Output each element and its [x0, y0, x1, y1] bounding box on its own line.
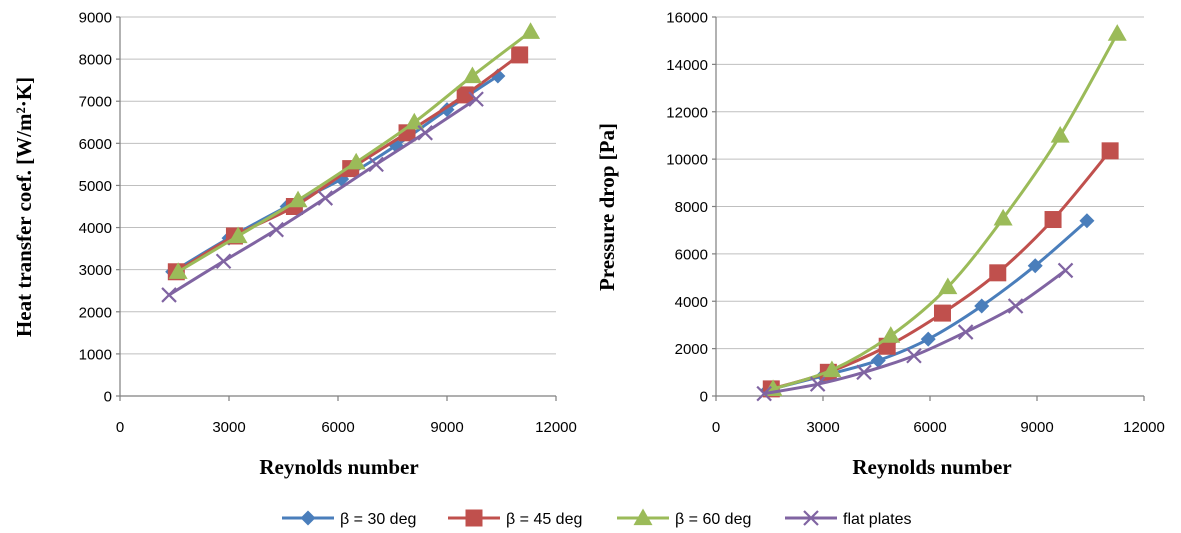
- chart-left-ytick-label: 5000: [79, 178, 112, 195]
- legend-marker: [633, 508, 653, 526]
- chart-left-data-point: [228, 226, 248, 244]
- chart-left-ytick-label: 6000: [79, 136, 112, 153]
- chart-right-series-line: [770, 149, 1112, 391]
- legend: β = 30 deg β = 45 deg β = 60 deg flat plate…: [282, 508, 911, 528]
- chart-left-data-point: [511, 46, 529, 64]
- chart-left-data-point: [521, 22, 541, 39]
- chart-right-data-point: [822, 360, 842, 378]
- chart-left-xtick-label: 9000: [430, 419, 463, 436]
- chart-right-data-point: [881, 326, 901, 343]
- chart-left-xtick-label: 3000: [212, 419, 245, 436]
- chart-right-ytick-label: 0: [700, 389, 708, 406]
- chart-right-ytick-label: 14000: [666, 57, 708, 74]
- legend-label: β = 45 deg: [506, 511, 582, 528]
- chart-right-xtick-label: 0: [712, 419, 720, 436]
- chart-left-series-3: [161, 91, 484, 303]
- legend-label: β = 30 deg: [340, 511, 416, 528]
- legend-marker: [300, 510, 316, 526]
- legend-item: flat plates: [785, 510, 911, 528]
- chart-left-data-point: [417, 125, 433, 141]
- chart-left-ytick-label: 9000: [79, 10, 112, 27]
- chart-right-data-point: [957, 324, 974, 340]
- chart-right-data-point: [1027, 258, 1043, 274]
- chart-right-data-point: [809, 376, 826, 392]
- chart-right-xtick-label: 6000: [913, 419, 946, 436]
- chart-right-ytick-label: 6000: [675, 246, 708, 263]
- chart-right-data-point: [1057, 262, 1074, 279]
- chart-left-data-point: [346, 152, 366, 170]
- chart-left-data-point: [161, 287, 177, 303]
- chart-left-xtick-label: 0: [116, 419, 124, 436]
- chart-heat-transfer: Reynolds number Heat transfer coef. [W/m…: [12, 10, 577, 480]
- chart-left-xlabel: Reynolds number: [259, 455, 418, 479]
- chart-right-data-point: [1044, 211, 1062, 229]
- chart-right-data-point: [1079, 213, 1095, 229]
- chart-left-ytick-label: 7000: [79, 94, 112, 111]
- chart-right-data-point: [756, 385, 772, 402]
- legend-label: flat plates: [843, 511, 911, 528]
- chart-right-series-line: [772, 32, 1119, 391]
- chart-left-data-point: [288, 190, 308, 208]
- chart-left-data-point: [468, 91, 484, 107]
- legend-item: β = 60 deg: [617, 508, 751, 528]
- legend-marker: [465, 509, 483, 527]
- chart-left-xtick-label: 12000: [535, 419, 577, 436]
- chart-left-ytick-label: 1000: [79, 346, 112, 363]
- chart-right-data-point: [920, 331, 936, 347]
- chart-left-ylabel: Heat transfer coef. [W/m²·K]: [12, 77, 36, 337]
- chart-left-ytick-label: 4000: [79, 220, 112, 237]
- chart-right-series-2: [763, 24, 1127, 397]
- chart-left-series-2: [168, 22, 541, 279]
- chart-right-ylabel: Pressure drop [Pa]: [595, 123, 619, 291]
- chart-left-xtick-label: 6000: [321, 419, 354, 436]
- chart-right-data-point: [906, 347, 922, 364]
- chart-right-data-point: [993, 208, 1013, 226]
- legend-label: β = 60 deg: [675, 511, 751, 528]
- chart-right-xlabel: Reynolds number: [852, 455, 1011, 479]
- chart-right-data-point: [938, 277, 958, 295]
- chart-right-data-point: [870, 352, 886, 368]
- chart-left-data-point: [462, 66, 482, 84]
- legend-item: β = 45 deg: [448, 509, 582, 528]
- chart-right-data-point: [974, 298, 990, 314]
- chart-right-series-3: [756, 262, 1074, 402]
- chart-left-data-point: [456, 86, 474, 104]
- chart-left-data-point: [368, 156, 384, 173]
- chart-right-data-point: [1050, 125, 1070, 143]
- chart-right-data-point: [933, 304, 951, 322]
- chart-right-ytick-label: 2000: [675, 341, 708, 358]
- chart-right-data-point: [1007, 298, 1024, 314]
- chart-right-ytick-label: 10000: [666, 152, 708, 169]
- chart-left-data-point: [317, 190, 334, 206]
- chart-right-ytick-label: 12000: [666, 104, 708, 121]
- chart-right-ytick-label: 8000: [675, 199, 708, 216]
- chart-left-ytick-label: 8000: [79, 52, 112, 69]
- legend-marker: [803, 510, 819, 526]
- chart-right-data-point: [989, 264, 1007, 282]
- chart-right-xtick-label: 9000: [1020, 419, 1053, 436]
- chart-left-data-point: [268, 221, 285, 238]
- chart-right-ytick-label: 16000: [666, 10, 708, 27]
- chart-right-ytick-label: 4000: [675, 294, 708, 311]
- chart-left-ytick-label: 2000: [79, 304, 112, 321]
- chart-left-ytick-label: 3000: [79, 262, 112, 279]
- chart-left-data-point: [215, 253, 232, 270]
- chart-left-ytick-label: 0: [104, 389, 112, 406]
- chart-right-data-point: [1107, 24, 1127, 41]
- chart-right-xtick-label: 12000: [1123, 419, 1165, 436]
- chart-right-data-point: [856, 364, 872, 381]
- chart-left-data-point: [404, 112, 424, 130]
- legend-item: β = 30 deg: [282, 510, 416, 528]
- chart-pressure-drop: Reynolds number Pressure drop [Pa] 0 2000…: [595, 10, 1165, 480]
- chart-right-xtick-label: 3000: [806, 419, 839, 436]
- chart-right-data-point: [1101, 142, 1119, 160]
- chart-left-data-point: [168, 262, 188, 279]
